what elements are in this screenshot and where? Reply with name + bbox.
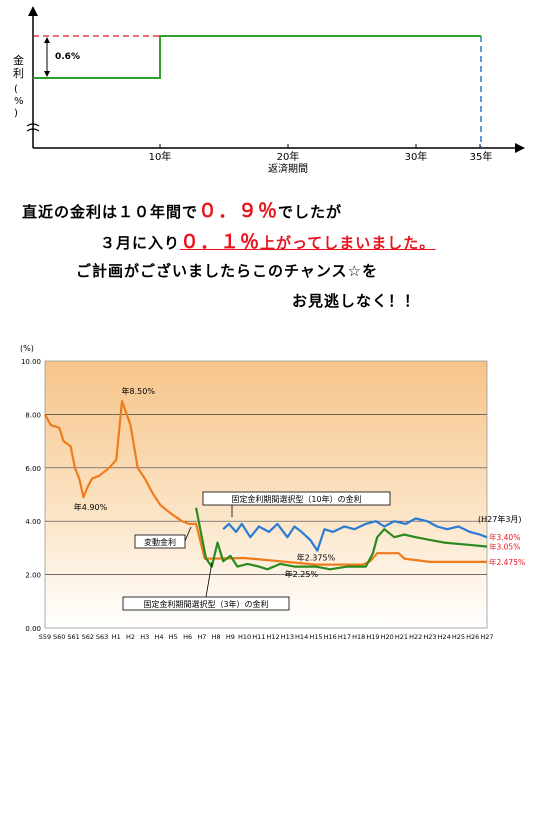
message-highlight: 上がってしまいました。 [260, 234, 436, 252]
x-tick-label: H11 [252, 633, 265, 641]
top-y-label-3: ( [14, 84, 18, 95]
top-y-label-4: % [14, 96, 24, 107]
annotation-label: 年2.25% [285, 569, 319, 579]
series-name-label: 変動金利 [144, 537, 176, 547]
message-text: 直近の金利は１０年間で [22, 203, 199, 221]
step-label: 0.6% [55, 52, 80, 62]
x-tick-label: H27 [480, 633, 493, 641]
top-y-arrow-icon [28, 6, 38, 16]
annotation-label: 年8.50% [122, 386, 156, 396]
x-tick-label: H15 [309, 633, 322, 641]
x-tick-label: H5 [169, 633, 178, 641]
x-tick-label: S62 [82, 633, 94, 641]
x-tick-labels: S59 S60 S61 S62 S63 H1 H2 H3 H4 H5 H6 H7 H8 H9 H10 H11 H… [39, 633, 494, 641]
top-x-arrow-icon [515, 143, 525, 153]
top-y-label-2: 利 [13, 67, 24, 80]
x-tick-label: H1 [112, 633, 121, 641]
repayment-rate-schematic: 金 利 ( % ) 0.6% 10年 20年 30年 35年 返済期間 [13, 6, 525, 175]
callout-box [202, 491, 391, 506]
x-tick-label: H16 [324, 633, 337, 641]
top-x-label: 返済期間 [268, 162, 308, 175]
top-y-label-1: 金 [13, 53, 24, 67]
top-y-label-5: ) [14, 108, 18, 119]
top-step-line [33, 35, 481, 79]
x-tick-label: H12 [267, 633, 280, 641]
plot-border [44, 360, 488, 629]
message-line-3: ご計画がございましたらこのチャンス☆を [76, 262, 378, 280]
message-text: ３月に入り [100, 234, 181, 252]
x-tick-label: H10 [238, 633, 251, 641]
annotations: 年8.50% 年4.90% 年2.375% 年2.25% [74, 386, 336, 579]
x-tick-label: S63 [96, 633, 108, 641]
message-line-1: 直近の金利は１０年間で０．９％でしたが [22, 196, 342, 223]
x-tick-label: H7 [197, 633, 206, 641]
series-lines: 年3.40%年3.05% 年2.475% [44, 399, 525, 571]
y-tick-label: 4.00 [25, 518, 41, 526]
date-label: (H27年3月) [478, 514, 522, 524]
x-tick-label: H22 [409, 633, 422, 641]
top-x-tick: 20年 [277, 150, 300, 163]
annotation-label: 年2.375% [297, 553, 336, 563]
grid-lines [45, 414, 487, 575]
message-line-4: お見逃しなく！！ [292, 292, 421, 310]
x-tick-label: H14 [295, 633, 308, 641]
callout-box [134, 534, 186, 549]
x-tick-label: H3 [140, 633, 149, 641]
y-unit-label: (%) [20, 344, 34, 353]
x-tick-label: H20 [381, 633, 394, 641]
top-x-tick: 10年 [149, 150, 172, 163]
annotation-label: 年4.90% [74, 502, 108, 512]
x-tick-label: H8 [212, 633, 221, 641]
x-tick-label: H13 [281, 633, 294, 641]
top-x-tick: 35年 [470, 150, 493, 163]
x-tick-label: H4 [155, 633, 164, 641]
y-tick-label: 6.00 [25, 465, 41, 473]
x-tick-label: S60 [53, 633, 65, 641]
x-tick-label: H6 [183, 633, 192, 641]
series-name-label: 固定金利期間選択型（10年）の金利 [231, 494, 361, 504]
y-tick-labels: 0.00 2.00 4.00 6.00 8.00 10.00 [21, 358, 41, 633]
callout-box [122, 596, 290, 611]
callout-leader [184, 526, 192, 542]
x-tick-label: H25 [452, 633, 465, 641]
top-x-tick: 30年 [405, 150, 428, 163]
rate-history-chart: 0.00 2.00 4.00 6.00 8.00 10.00 S59 S60 S61 S62 S6… [20, 344, 525, 641]
x-tick-label: H19 [366, 633, 379, 641]
x-tick-label: H18 [352, 633, 365, 641]
series-line [222, 517, 488, 552]
series-end-label: 年3.40% [489, 532, 520, 542]
x-tick-label: H26 [466, 633, 479, 641]
x-tick-label: H9 [226, 633, 235, 641]
series-line [195, 507, 488, 571]
axis-break-icon [26, 123, 40, 127]
series-name-label: 固定金利期間選択型（3年）の金利 [143, 599, 268, 609]
series-end-label: 年3.05% [489, 542, 520, 552]
y-tick-label: 0.00 [25, 625, 41, 633]
y-tick-label: 2.00 [25, 572, 41, 580]
series-end-label: 年2.475% [489, 557, 525, 567]
message-text: でしたが [278, 203, 343, 221]
callout-leader [205, 561, 213, 598]
message-line-2: ３月に入り０．１％上がってしまいました。 [100, 227, 435, 254]
x-tick-label: H24 [438, 633, 451, 641]
x-tick-label: S61 [67, 633, 79, 641]
x-tick-label: S59 [39, 633, 51, 641]
x-tick-label: H23 [423, 633, 436, 641]
x-tick-label: H21 [395, 633, 408, 641]
diff-arrow-up-icon [44, 37, 50, 43]
message-highlight: ０．１％ [180, 231, 261, 253]
diff-arrow-down-icon [44, 71, 50, 77]
y-tick-label: 10.00 [21, 358, 41, 366]
y-tick-label: 8.00 [25, 411, 41, 419]
x-tick-label: H2 [126, 633, 135, 641]
x-tick-label: H17 [338, 633, 351, 641]
message-highlight: ０．９％ [198, 200, 279, 222]
